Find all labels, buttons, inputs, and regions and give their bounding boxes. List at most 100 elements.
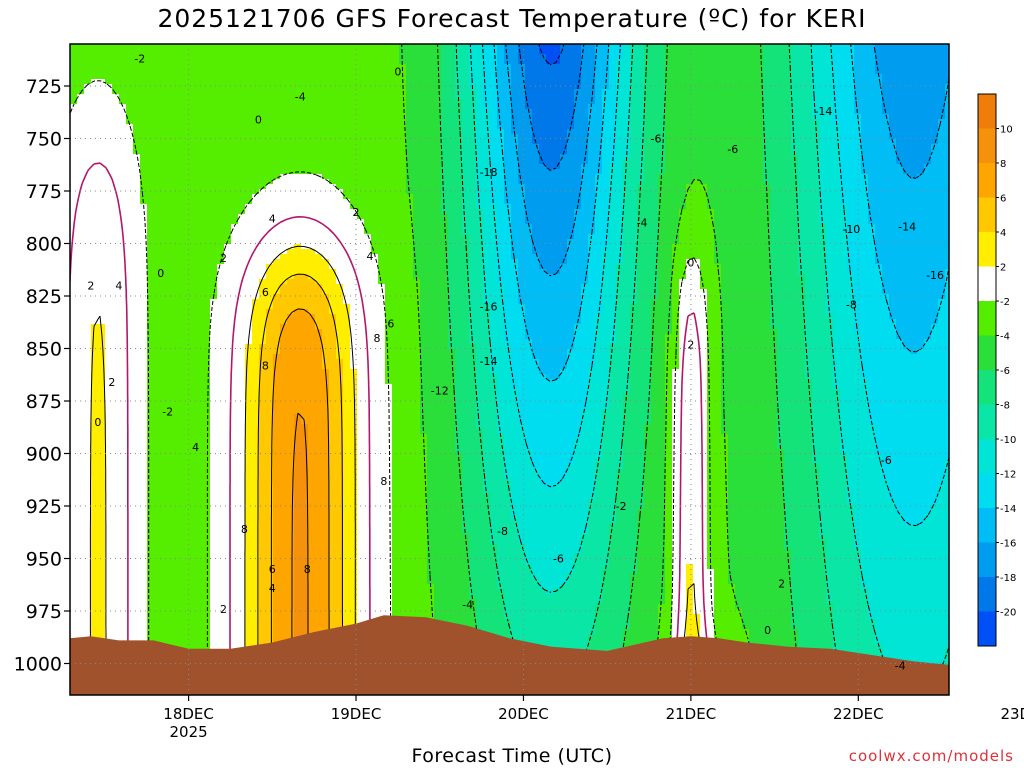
temperature-cell [168, 64, 176, 70]
temperature-cell [315, 374, 323, 380]
temperature-cell [252, 119, 260, 125]
temperature-cell [245, 74, 253, 80]
temperature-cell [112, 224, 120, 230]
temperature-cell [224, 344, 232, 350]
temperature-cell [203, 59, 211, 65]
temperature-cell [224, 399, 232, 405]
temperature-cell [112, 569, 120, 575]
temperature-cell [217, 614, 225, 620]
temperature-cell [308, 244, 316, 250]
temperature-cell [98, 469, 106, 475]
temperature-cell [182, 319, 190, 325]
temperature-cell [154, 289, 162, 295]
temperature-cell [329, 189, 337, 195]
temperature-cell [203, 614, 211, 620]
temperature-cell [175, 254, 183, 260]
temperature-cell [287, 54, 295, 60]
temperature-cell [322, 204, 330, 210]
temperature-cell [273, 109, 281, 115]
temperature-cell [203, 529, 211, 535]
temperature-cell [329, 499, 337, 505]
temperature-cell [112, 64, 120, 70]
temperature-cell [84, 239, 92, 245]
temperature-cell [98, 359, 106, 365]
temperature-cell [91, 154, 99, 160]
temperature-cell [266, 99, 274, 105]
temperature-cell [329, 574, 337, 580]
temperature-cell [105, 424, 113, 430]
temperature-cell [224, 504, 232, 510]
temperature-cell [329, 174, 337, 180]
temperature-cell [154, 449, 162, 455]
temperature-cell [161, 449, 169, 455]
temperature-cell [203, 469, 211, 475]
temperature-cell [77, 489, 85, 495]
temperature-cell [252, 214, 260, 220]
temperature-cell [322, 59, 330, 65]
temperature-cell [182, 124, 190, 130]
temperature-cell [259, 64, 267, 70]
temperature-cell [245, 329, 253, 335]
temperature-cell [168, 629, 176, 635]
temperature-cell [154, 79, 162, 85]
temperature-cell [84, 424, 92, 430]
temperature-cell [217, 554, 225, 560]
temperature-cell [133, 184, 141, 190]
temperature-cell [231, 564, 239, 570]
temperature-cell [196, 334, 204, 340]
temperature-cell [77, 574, 85, 580]
temperature-cell [280, 319, 288, 325]
temperature-cell [175, 414, 183, 420]
temperature-cell [224, 129, 232, 135]
temperature-cell [266, 574, 274, 580]
temperature-cell [259, 329, 267, 335]
temperature-cell [315, 259, 323, 265]
temperature-cell [287, 254, 295, 260]
temperature-cell [245, 54, 253, 60]
temperature-cell [231, 549, 239, 555]
temperature-cell [168, 159, 176, 165]
temperature-cell [224, 614, 232, 620]
temperature-cell [91, 124, 99, 130]
temperature-cell [315, 69, 323, 75]
temperature-cell [168, 469, 176, 475]
temperature-cell [322, 99, 330, 105]
temperature-cell [238, 269, 246, 275]
temperature-cell [280, 394, 288, 400]
temperature-cell [154, 454, 162, 460]
temperature-cell [126, 524, 134, 530]
temperature-cell [280, 599, 288, 605]
temperature-cell [266, 534, 274, 540]
temperature-cell [91, 614, 99, 620]
temperature-cell [98, 499, 106, 505]
temperature-cell [168, 634, 176, 640]
temperature-cell [168, 99, 176, 105]
temperature-cell [147, 274, 155, 280]
temperature-cell [203, 139, 211, 145]
temperature-cell [329, 154, 337, 160]
temperature-cell [105, 129, 113, 135]
temperature-cell [238, 524, 246, 530]
temperature-cell [224, 484, 232, 490]
temperature-cell [245, 144, 253, 150]
temperature-cell [252, 114, 260, 120]
temperature-cell [91, 594, 99, 600]
temperature-cell [231, 279, 239, 285]
temperature-cell [70, 144, 78, 150]
temperature-cell [238, 254, 246, 260]
temperature-cell [245, 564, 253, 570]
temperature-cell [189, 514, 197, 520]
temperature-cell [126, 69, 134, 75]
temperature-cell [238, 129, 246, 135]
temperature-cell [147, 209, 155, 215]
temperature-cell [238, 174, 246, 180]
temperature-cell [196, 494, 204, 500]
temperature-cell [280, 614, 288, 620]
temperature-cell [203, 559, 211, 565]
temperature-cell [154, 224, 162, 230]
temperature-cell [77, 229, 85, 235]
temperature-cell [308, 594, 316, 600]
temperature-cell [133, 629, 141, 635]
temperature-cell [126, 309, 134, 315]
temperature-cell [105, 434, 113, 440]
